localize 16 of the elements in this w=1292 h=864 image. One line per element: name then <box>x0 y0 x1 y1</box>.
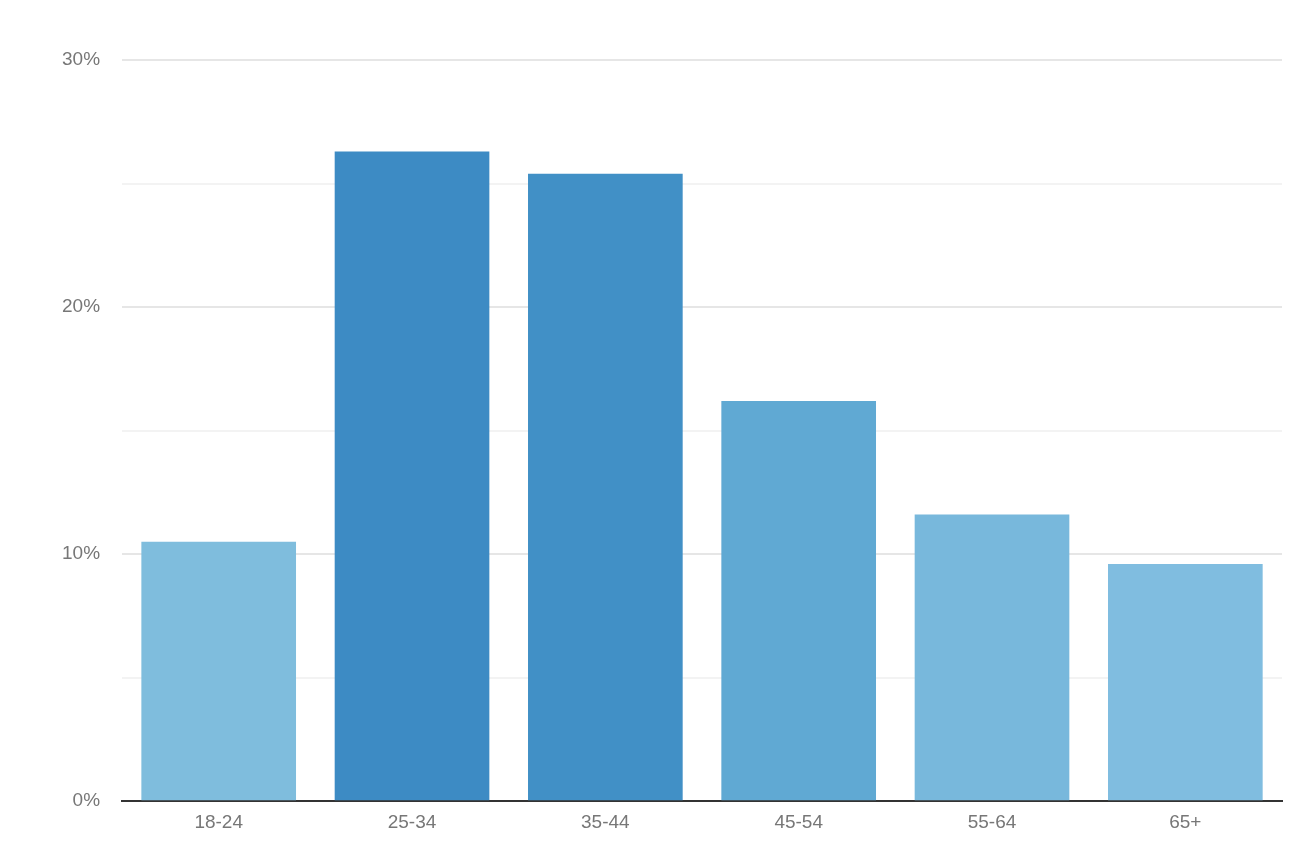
y-tick-label: 0% <box>72 789 101 811</box>
x-tick-label: 65+ <box>1169 810 1202 832</box>
bar <box>334 151 490 801</box>
bar <box>721 400 877 801</box>
bar <box>141 541 297 801</box>
bar <box>914 514 1070 801</box>
x-tick-label: 55-64 <box>967 810 1017 832</box>
y-tick-label: 20% <box>62 295 101 317</box>
x-tick-label: 18-24 <box>194 810 244 832</box>
bar <box>1108 564 1263 801</box>
x-tick-label: 25-34 <box>387 810 437 832</box>
x-tick-label: 45-54 <box>774 810 824 832</box>
y-tick-label: 30% <box>62 48 101 70</box>
x-tick-label: 35-44 <box>581 810 631 832</box>
bar <box>528 173 683 801</box>
y-tick-label: 10% <box>62 542 101 564</box>
